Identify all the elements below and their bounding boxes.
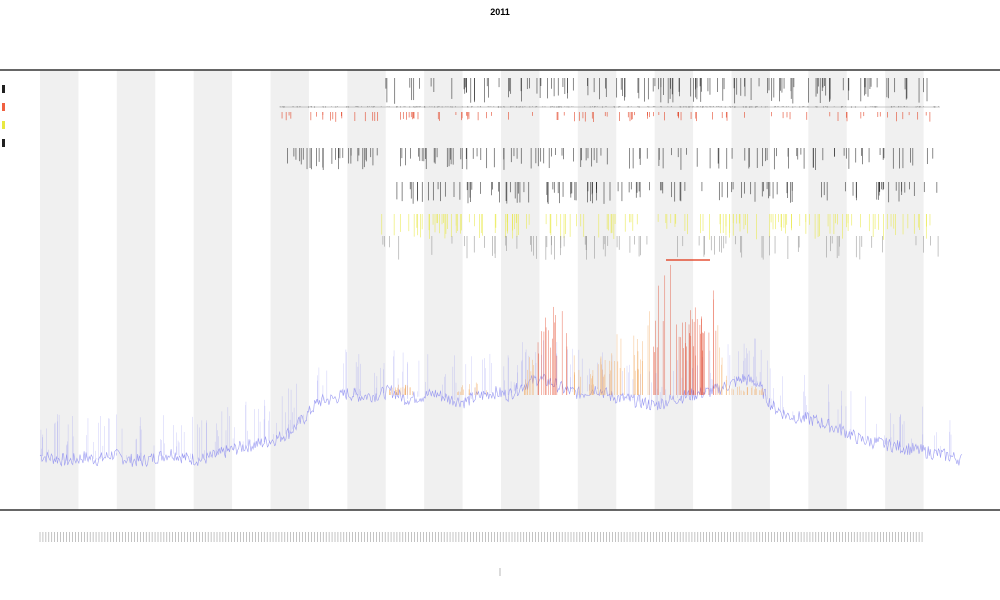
- shaded-band: [347, 70, 386, 510]
- legend-swatch: [2, 103, 5, 111]
- shaded-band: [731, 70, 770, 510]
- shaded-band: [885, 70, 924, 510]
- legend-swatch: [2, 121, 5, 129]
- shaded-band: [577, 70, 617, 510]
- shaded-band: [808, 70, 847, 510]
- shaded-band: [116, 70, 156, 510]
- legend-item: [2, 134, 14, 152]
- legend-item: [2, 80, 14, 98]
- shaded-band: [270, 70, 309, 510]
- shaded-band: [501, 70, 540, 510]
- shaded-band: [424, 70, 463, 510]
- legend-item: [2, 116, 14, 134]
- series-blue-line: [39, 373, 963, 468]
- legend-swatch: [2, 85, 5, 93]
- title-line-1: 2011: [490, 7, 510, 17]
- legend: [2, 80, 14, 152]
- legend-item: [2, 98, 14, 116]
- chart-title: 2011: [0, 6, 1000, 19]
- legend-swatch: [2, 139, 5, 147]
- shaded-band: [654, 70, 694, 510]
- shaded-band: [193, 70, 233, 510]
